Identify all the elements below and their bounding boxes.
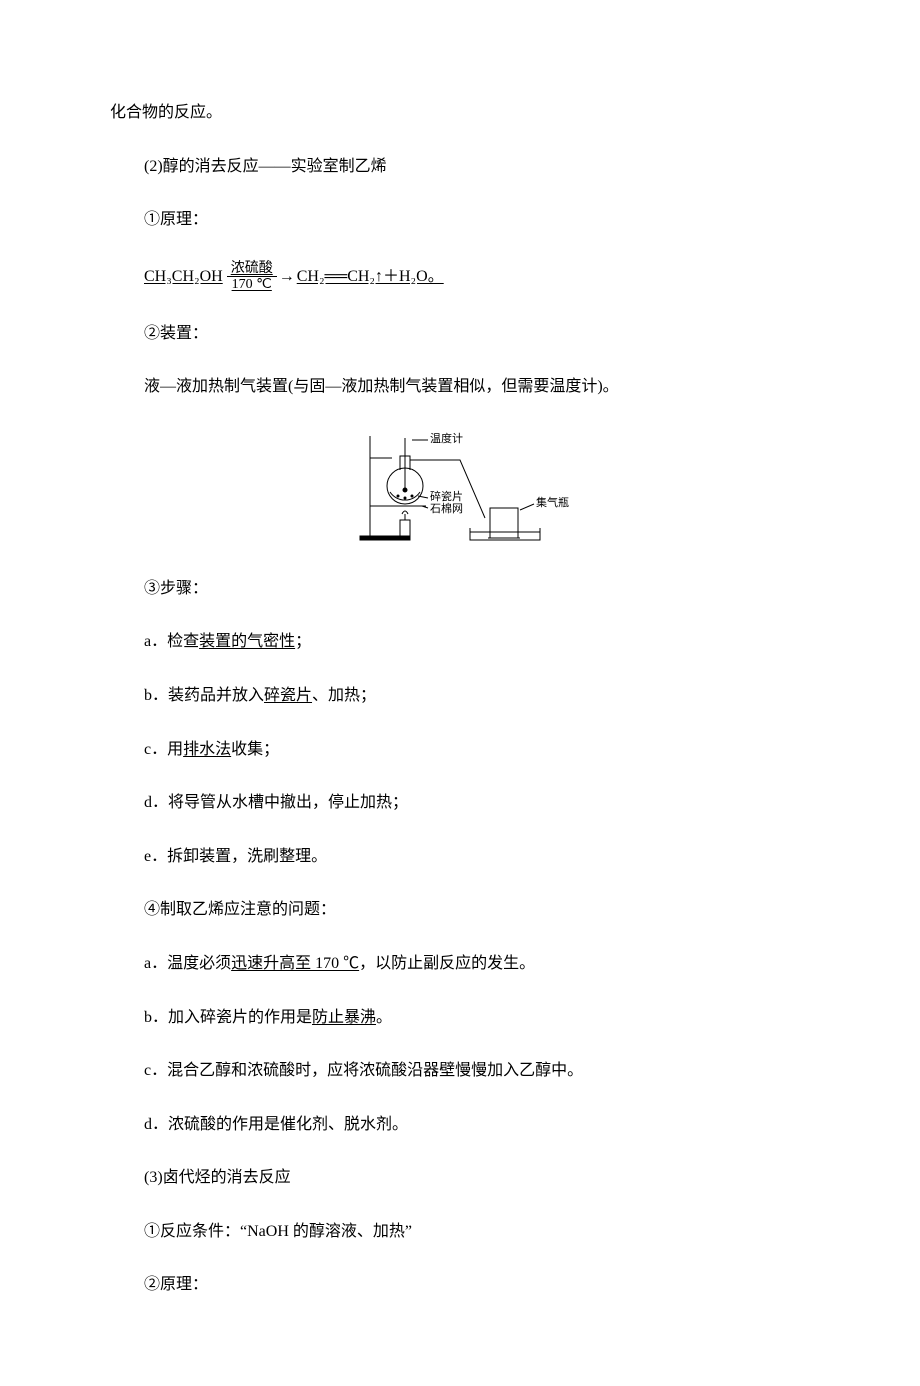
section3-item1: ①反应条件：“NaOH 的醇溶液、加热” bbox=[144, 1219, 810, 1245]
note-1: b．加入碎瓷片的作用是防止暴沸。 bbox=[144, 1005, 810, 1031]
notes-label: ④制取乙烯应注意的问题： bbox=[144, 897, 810, 923]
page: 化合物的反应。 (2)醇的消去反应——实验室制乙烯 ①原理： CH₃CH₂OH … bbox=[0, 0, 920, 1386]
label-chips: 碎瓷片 bbox=[430, 489, 463, 503]
steps-list: a．检查装置的气密性； b．装药品并放入碎瓷片、加热； c．用排水法收集； d．将导管… bbox=[110, 629, 810, 869]
note-0: a．温度必须迅速升高至 170 ℃，以防止副反应的发生。 bbox=[144, 951, 810, 977]
label-gauze: 石棉网 bbox=[430, 501, 463, 515]
eq-condition: 浓硫酸 170 ℃ bbox=[227, 261, 277, 293]
note-2: c．混合乙醇和浓硫酸时，应将浓硫酸沿器壁慢慢加入乙醇中。 bbox=[144, 1058, 810, 1084]
label-thermometer: 温度计 bbox=[430, 431, 463, 445]
section3-item2: ②原理： bbox=[144, 1272, 810, 1298]
step-0: a．检查装置的气密性； bbox=[144, 629, 810, 655]
line-top: 化合物的反应。 bbox=[110, 100, 810, 126]
notes-list: a．温度必须迅速升高至 170 ℃，以防止副反应的发生。 b．加入碎瓷片的作用是防… bbox=[110, 951, 810, 1137]
step-1: b．装药品并放入碎瓷片、加热； bbox=[144, 683, 810, 709]
label-jar: 集气瓶 bbox=[536, 495, 569, 509]
eq-lhs: CH₃CH₂OH bbox=[144, 264, 223, 290]
apparatus-diagram: 温度计 碎瓷片 石棉网 集气瓶 bbox=[110, 428, 810, 548]
steps-label: ③步骤： bbox=[144, 576, 810, 602]
eq-rhs: CH₂══CH₂↑＋H₂O。 bbox=[297, 264, 444, 290]
step-4: e．拆卸装置，洗刷整理。 bbox=[144, 844, 810, 870]
note-3: d．浓硫酸的作用是催化剂、脱水剂。 bbox=[144, 1112, 810, 1138]
arrow-icon: → bbox=[279, 264, 295, 290]
principle-label: ①原理： bbox=[144, 207, 810, 233]
equation: CH₃CH₂OH 浓硫酸 170 ℃ → CH₂══CH₂↑＋H₂O。 bbox=[144, 261, 810, 293]
eq-cond-top: 浓硫酸 bbox=[227, 261, 277, 277]
section3-title: (3)卤代烃的消去反应 bbox=[144, 1165, 810, 1191]
section2-title: (2)醇的消去反应——实验室制乙烯 bbox=[144, 154, 810, 180]
step-2: c．用排水法收集； bbox=[144, 737, 810, 763]
step-3: d．将导管从水槽中撤出，停止加热； bbox=[144, 790, 810, 816]
apparatus-label: ②装置： bbox=[144, 321, 810, 347]
eq-cond-bot: 170 ℃ bbox=[228, 277, 276, 292]
apparatus-text: 液—液加热制气装置(与固—液加热制气装置相似，但需要温度计)。 bbox=[144, 374, 810, 400]
